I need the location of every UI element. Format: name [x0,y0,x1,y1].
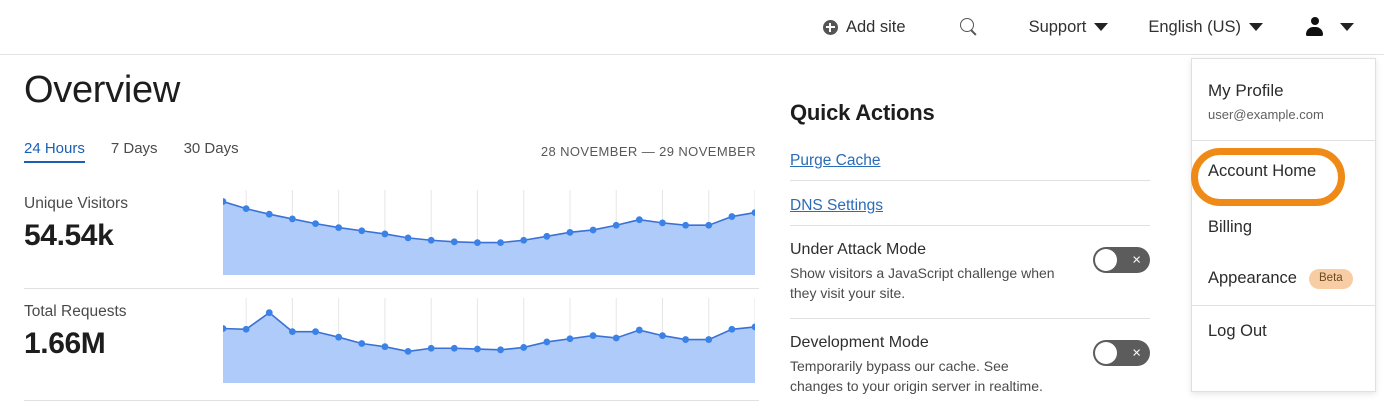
tab-24-hours[interactable]: 24 Hours [24,140,85,163]
account-dropdown-menu: My Profile user@example.com Account Home… [1191,58,1376,392]
tab-7-days[interactable]: 7 Days [110,139,158,157]
development-mode-row: Development Mode Temporarily bypass our … [790,319,1150,411]
menu-item-label: Appearance [1208,269,1297,288]
support-menu[interactable]: Support [1029,18,1109,37]
person-icon [1305,17,1324,37]
menu-item-log-out[interactable]: Log Out [1192,306,1375,357]
development-mode-description: Temporarily bypass our cache. See change… [790,357,1043,394]
profile-email: user@example.com [1208,107,1324,122]
search-icon [959,17,979,37]
under-attack-mode-title: Under Attack Mode [790,241,927,258]
menu-main-section: Account Home Billing Appearance Beta [1192,141,1375,306]
chevron-down-icon [1249,23,1263,31]
tab-30-days[interactable]: 30 Days [183,139,239,157]
development-mode-title: Development Mode [790,333,929,351]
stat-label: Total Requests [24,302,127,320]
page-title: Overview [24,69,180,111]
quick-actions-section: Quick Actions Purge Cache DNS Settings U… [790,100,1150,411]
my-profile-label: My Profile [1208,81,1284,100]
purge-cache-link[interactable]: Purge Cache [790,152,881,169]
dns-settings-link[interactable]: DNS Settings [790,197,884,214]
chevron-down-icon [1340,23,1354,31]
stat-label: Unique Visitors [24,194,128,212]
add-site-button[interactable]: Add site [822,17,906,37]
menu-item-label: Log Out [1208,321,1267,340]
under-attack-mode-toggle[interactable]: × [1093,247,1150,273]
menu-item-account-home[interactable]: Account Home [1192,141,1375,202]
quick-actions-title: Quick Actions [790,100,935,125]
toggle-off-icon: × [1132,344,1141,362]
add-site-label: Add site [845,17,906,36]
stat-value: 54.54k [24,218,114,252]
plus-circle-icon [822,19,838,35]
menu-item-label: Billing [1208,218,1253,236]
menu-item-appearance[interactable]: Appearance Beta [1192,253,1375,305]
stat-value: 1.66M [24,326,106,360]
menu-item-billing[interactable]: Billing [1192,202,1375,253]
toggle-off-icon: × [1132,251,1141,269]
toggle-knob [1095,249,1117,271]
support-label: Support [1028,17,1087,36]
quick-action-purge-cache-row: Purge Cache [790,126,1150,181]
menu-logout-section: Log Out [1192,306,1375,357]
overview-section: Overview 24 Hours 7 Days 30 Days 28 NOVE… [24,69,759,395]
stat-total-requests: Total Requests 1.66M [24,287,759,395]
account-menu-button[interactable] [1305,17,1354,37]
timeframe-tabs: 24 Hours 7 Days 30 Days [24,140,239,163]
section-divider [24,400,759,401]
sparkline-unique-visitors [223,189,755,275]
quick-action-dns-settings-row: DNS Settings [790,181,1150,226]
language-label: English (US) [1148,17,1241,36]
chevron-down-icon [1094,23,1109,31]
under-attack-mode-description: Show visitors a JavaScript challenge whe… [790,265,1055,301]
timeframe-row: 24 Hours 7 Days 30 Days 28 NOVEMBER — 29… [24,140,759,163]
search-button[interactable] [959,17,979,37]
menu-item-label: Account Home [1208,162,1317,180]
menu-profile-section[interactable]: My Profile user@example.com [1192,59,1375,141]
beta-badge: Beta [1309,269,1353,289]
development-mode-toggle[interactable]: × [1093,339,1150,366]
top-navigation-bar: Add site Support English (US) [0,0,1384,55]
stat-unique-visitors: Unique Visitors 54.54k [24,181,759,288]
under-attack-mode-row: Under Attack Mode Show visitors a JavaSc… [790,226,1150,319]
date-range-label: 28 NOVEMBER — 29 NOVEMBER [540,143,756,159]
sparkline-total-requests [223,297,755,383]
language-menu[interactable]: English (US) [1148,18,1263,37]
toggle-knob [1095,341,1117,364]
